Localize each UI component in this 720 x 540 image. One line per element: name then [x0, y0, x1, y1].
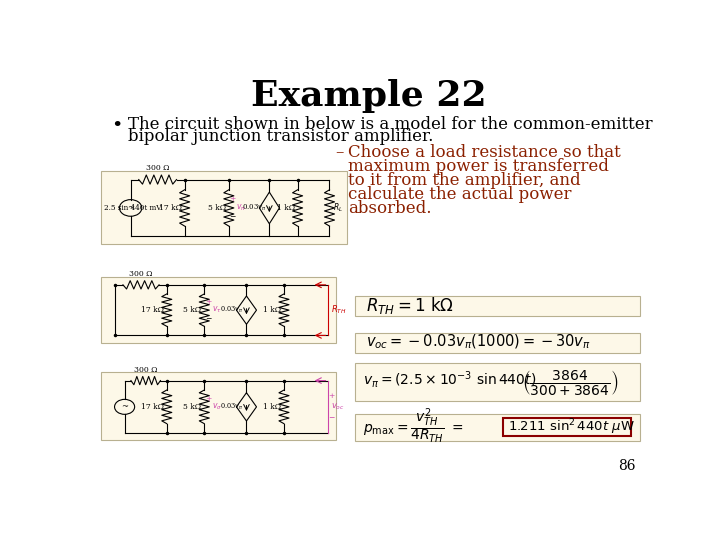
Text: 17 kΩ: 17 kΩ [141, 306, 164, 314]
Text: $v_\tau$: $v_\tau$ [212, 305, 222, 315]
Text: 17 kΩ: 17 kΩ [141, 403, 164, 411]
Text: +: + [205, 395, 212, 402]
FancyBboxPatch shape [101, 171, 347, 244]
FancyBboxPatch shape [503, 418, 631, 436]
Text: to it from the amplifier, and: to it from the amplifier, and [348, 172, 581, 189]
Text: 1 kΩ: 1 kΩ [276, 204, 294, 212]
Text: •: • [111, 117, 122, 135]
Text: 1 kΩ: 1 kΩ [263, 306, 282, 314]
Text: –: – [336, 144, 344, 161]
Text: $p_{\max} = \dfrac{v^2_{TH}}{4R_{TH}}\ =$: $p_{\max} = \dfrac{v^2_{TH}}{4R_{TH}}\ =… [364, 407, 464, 446]
Text: +: + [230, 195, 236, 203]
Text: $R_{TH}$: $R_{TH}$ [331, 304, 347, 316]
Text: +: + [328, 393, 335, 401]
FancyBboxPatch shape [355, 296, 639, 316]
FancyBboxPatch shape [101, 373, 336, 440]
Text: calculate the actual power: calculate the actual power [348, 186, 572, 203]
Text: 86: 86 [618, 459, 636, 473]
Text: 0.03$v_\pi$: 0.03$v_\pi$ [220, 305, 243, 315]
Text: $v_\pi$: $v_\pi$ [236, 202, 246, 213]
Text: −: − [205, 315, 212, 323]
Text: $\left(\dfrac{3864}{300+3864}\right)$: $\left(\dfrac{3864}{300+3864}\right)$ [523, 368, 619, 396]
Text: 2.5 sin 440t mV: 2.5 sin 440t mV [104, 204, 161, 212]
Text: +: + [205, 298, 212, 306]
Text: The circuit shown in below is a model for the common-emitter: The circuit shown in below is a model fo… [128, 116, 652, 133]
Text: $R_{TH} = 1\ \mathrm{k\Omega}$: $R_{TH} = 1\ \mathrm{k\Omega}$ [366, 295, 454, 316]
Text: 5 kΩ: 5 kΩ [184, 403, 202, 411]
FancyBboxPatch shape [355, 363, 639, 401]
Text: absorbed.: absorbed. [348, 200, 432, 218]
Text: maximum power is transferred: maximum power is transferred [348, 158, 609, 175]
Text: 300 Ω: 300 Ω [130, 270, 153, 278]
Text: $v_{oc} = -0.03v_\pi(1000) = -30v_\pi$: $v_{oc} = -0.03v_\pi(1000) = -30v_\pi$ [366, 333, 591, 351]
Text: $R_L$: $R_L$ [333, 201, 343, 214]
Text: 0.03$v_\pi$: 0.03$v_\pi$ [220, 402, 243, 412]
Text: bipolar junction transistor amplifier.: bipolar junction transistor amplifier. [128, 129, 433, 145]
Text: 300 Ω: 300 Ω [134, 366, 158, 374]
FancyBboxPatch shape [355, 414, 639, 441]
Text: −: − [328, 415, 335, 422]
Text: $1.211\ \sin^2 440t\ \mu\mathrm{W}$: $1.211\ \sin^2 440t\ \mu\mathrm{W}$ [508, 417, 635, 437]
Text: 1 kΩ: 1 kΩ [263, 403, 282, 411]
Text: −: − [230, 213, 236, 221]
Text: 0.03$v_\pi$: 0.03$v_\pi$ [242, 203, 266, 213]
Text: ~: ~ [127, 204, 134, 212]
Text: $v_\pi = (2.5 \times 10^{-3}\ \sin 440t)$: $v_\pi = (2.5 \times 10^{-3}\ \sin 440t)… [364, 369, 536, 390]
Text: 17 kΩ: 17 kΩ [159, 204, 182, 212]
Text: Choose a load resistance so that: Choose a load resistance so that [348, 144, 621, 161]
Text: ~: ~ [121, 403, 128, 411]
Text: 5 kΩ: 5 kΩ [208, 204, 226, 212]
Text: 5 kΩ: 5 kΩ [184, 306, 202, 314]
Text: Example 22: Example 22 [251, 79, 487, 113]
FancyBboxPatch shape [355, 333, 639, 353]
Text: $v_\sigma$: $v_\sigma$ [212, 402, 222, 412]
FancyBboxPatch shape [101, 277, 336, 343]
Text: $v_{oc}$: $v_{oc}$ [331, 402, 345, 412]
Text: 300 Ω: 300 Ω [146, 164, 169, 172]
